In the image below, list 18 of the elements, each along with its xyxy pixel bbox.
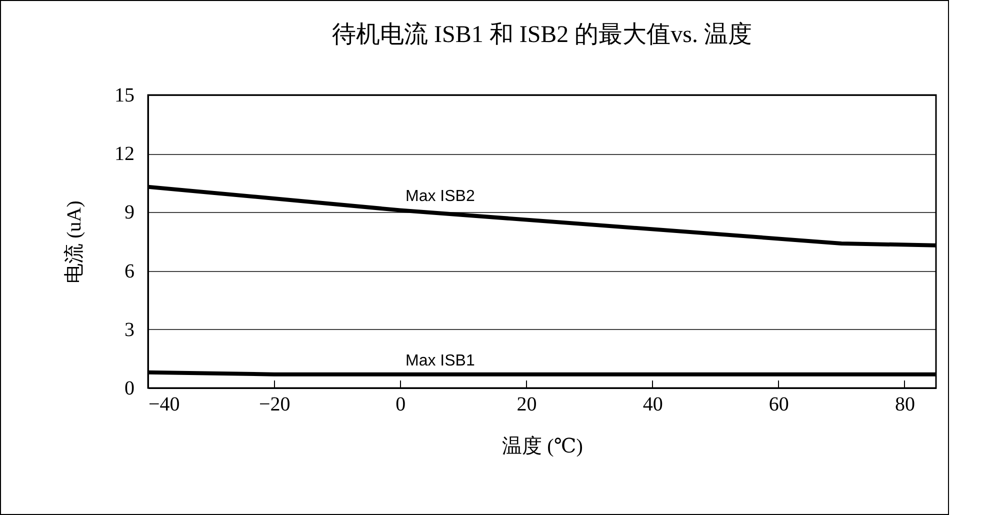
x-tick-label: 80 [894,394,915,416]
x-axis-title: 温度 (℃) [502,436,583,458]
x-tick-label: 20 [516,394,537,416]
y-axis-title: 电流 (uA) [64,200,86,284]
y-tick-label: 12 [114,143,134,166]
y-tick-label: 15 [114,84,134,106]
x-tick-label: 0 [396,394,406,416]
y-tick-label: 0 [124,378,134,400]
x-tick-label: 60 [768,394,789,416]
series-label: Max ISB1 [405,352,475,370]
y-tick-label: 3 [124,318,134,341]
series-label: Max ISB2 [405,188,475,206]
chart-title: 待机电流 ISB1 和 ISB2 的最大值vs. 温度 [332,21,752,48]
y-tick-label: 6 [124,260,134,282]
x-tick-label: −40 [148,394,180,416]
x-tick-label: −20 [258,394,290,416]
x-tick-label: 40 [642,394,663,416]
y-tick-label: 9 [124,202,134,224]
